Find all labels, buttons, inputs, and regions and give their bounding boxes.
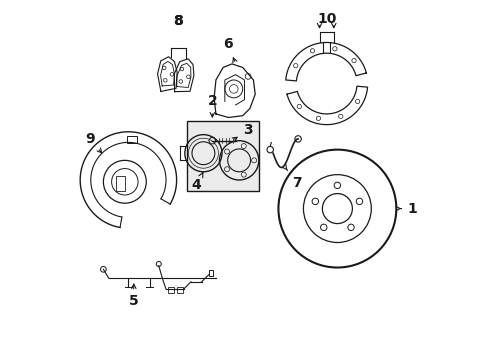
- Text: 6: 6: [223, 37, 237, 63]
- Text: 10: 10: [316, 12, 336, 26]
- Text: 3: 3: [232, 123, 252, 141]
- Text: 2: 2: [207, 94, 217, 117]
- Text: 1: 1: [395, 202, 416, 216]
- Bar: [116, 176, 124, 191]
- Text: 8: 8: [173, 14, 183, 36]
- Text: 9: 9: [85, 132, 102, 153]
- Bar: [168, 287, 174, 293]
- Bar: [208, 270, 213, 276]
- Bar: [187, 121, 258, 191]
- Bar: [126, 136, 137, 143]
- Text: 7: 7: [282, 165, 301, 190]
- Text: 5: 5: [129, 284, 139, 309]
- Text: 4: 4: [191, 173, 203, 192]
- Text: 8: 8: [173, 14, 183, 28]
- Bar: [177, 287, 183, 293]
